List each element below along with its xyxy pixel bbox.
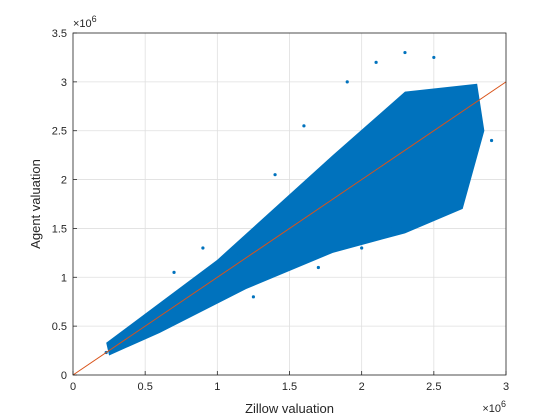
- scatter-point: [360, 246, 364, 250]
- scatter-point: [446, 192, 450, 196]
- scatter-point: [388, 226, 393, 231]
- scatter-point: [201, 288, 205, 292]
- y-axis-label: Agent valuation: [28, 159, 43, 249]
- y-tick-label: 1.5: [52, 223, 67, 235]
- scatter-point: [345, 200, 349, 204]
- x-tick-label: 0: [70, 381, 76, 393]
- scatter-point: [172, 308, 176, 313]
- y-tick-label: 3.5: [52, 28, 67, 40]
- y-tick-label: 2.5: [52, 126, 67, 138]
- scatter-point: [201, 246, 205, 250]
- y-axis-exponent: ×106: [73, 14, 97, 30]
- scatter-point: [136, 326, 140, 330]
- reference-line: [72, 81, 507, 376]
- x-axis-exponent: ×106: [482, 399, 506, 415]
- scatter-point: [417, 217, 421, 221]
- scatter-point: [108, 344, 113, 348]
- scatter-point: [295, 215, 299, 219]
- scatter-point: [172, 270, 176, 274]
- scatter-point: [396, 138, 400, 143]
- scatter-point: [316, 265, 320, 270]
- scatter-point: [323, 192, 328, 196]
- scatter-point: [381, 150, 385, 154]
- y-exponent-power: 6: [92, 14, 97, 24]
- scatter-point: [367, 161, 371, 165]
- scatter-point: [352, 172, 357, 176]
- scatter-point: [446, 134, 450, 138]
- scatter-points: [104, 50, 494, 356]
- scatter-point: [461, 123, 465, 127]
- scatter-point: [432, 145, 436, 149]
- scatter-point: [388, 174, 393, 178]
- scatter-point: [273, 243, 277, 247]
- scatter-point: [345, 80, 349, 84]
- axis-ticks: 0 0.5 1 1.5 2 2.5 3 0 0.5 1 1.5 2 2.5 3 3.5: [52, 28, 509, 393]
- scatter-point: [316, 218, 320, 222]
- y-tick-label: 0: [61, 370, 67, 382]
- scatter-point: [129, 338, 133, 342]
- scatter-point: [287, 234, 292, 238]
- scatter-point: [244, 261, 248, 265]
- scatter-point: [222, 263, 227, 268]
- scatter-point: [432, 55, 436, 60]
- scatter-point: [251, 245, 256, 249]
- x-tick-label: 2: [359, 381, 365, 393]
- x-tick-label: 0.5: [138, 381, 153, 393]
- scatter-point: [280, 224, 284, 229]
- scatter-point: [468, 109, 472, 113]
- scatter-point: [114, 346, 118, 350]
- scatter-point: [439, 103, 443, 107]
- x-tick-label: 2.5: [426, 381, 441, 393]
- scatter-point: [251, 295, 256, 299]
- scatter-point: [453, 91, 458, 96]
- scatter-point: [425, 115, 429, 119]
- scatter-point: [302, 124, 306, 128]
- x-tick-label: 1.5: [282, 381, 297, 393]
- scatter-point: [309, 204, 313, 208]
- scatter-point: [194, 285, 198, 289]
- scatter-point: [331, 209, 335, 213]
- x-exponent-power: 6: [501, 399, 506, 409]
- scatter-point: [208, 274, 212, 278]
- scatter-point: [273, 173, 277, 177]
- scatter-point: [374, 60, 378, 64]
- x-tick-label: 1: [214, 381, 220, 393]
- scatter-point: [338, 182, 342, 187]
- scatter-point: [259, 252, 263, 256]
- scatter-point: [360, 192, 364, 196]
- y-tick-label: 3: [61, 77, 67, 89]
- scatter-point: [403, 50, 407, 55]
- y-tick-label: 0.5: [52, 321, 67, 333]
- scatter-point: [215, 279, 219, 283]
- scatter-point: [266, 234, 270, 238]
- x-exponent-base: ×10: [482, 403, 501, 415]
- scatter-point: [230, 269, 234, 274]
- scatter-point: [150, 315, 154, 319]
- scatter-point: [417, 155, 421, 159]
- y-exponent-base: ×10: [73, 18, 92, 30]
- x-axis-label: Zillow valuation: [245, 401, 334, 416]
- scatter-point: [302, 226, 306, 231]
- scatter-point: [158, 318, 162, 322]
- scatter-point: [489, 138, 494, 143]
- scatter-point: [143, 328, 147, 332]
- scatter-point: [475, 114, 479, 118]
- scatter-point: [237, 253, 241, 257]
- y-tick-label: 1: [61, 272, 67, 284]
- scatter-point: [186, 298, 191, 302]
- y-tick-label: 2: [61, 175, 67, 187]
- scatter-point: [374, 181, 378, 186]
- scatter-point: [410, 127, 414, 131]
- scatter-point: [121, 336, 126, 340]
- scatter-point: [403, 165, 407, 169]
- scatter-point: [179, 294, 183, 298]
- scatter-density-cloud: [106, 83, 485, 356]
- scatter-point: [165, 305, 169, 309]
- x-tick-label: 3: [503, 381, 509, 393]
